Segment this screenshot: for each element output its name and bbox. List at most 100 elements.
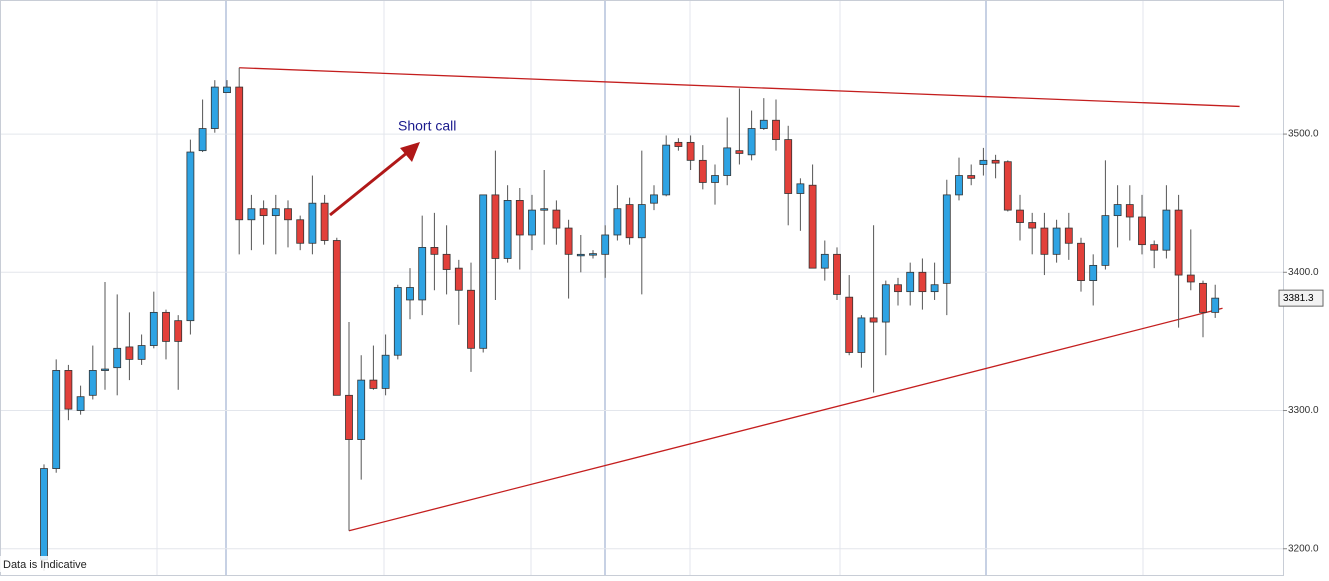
candle-body xyxy=(576,253,585,257)
candle-body xyxy=(369,379,378,389)
candle-body xyxy=(1211,297,1220,313)
candle-body xyxy=(1125,204,1134,218)
y-tick-label: 3500.0 xyxy=(1288,129,1319,140)
candle-body xyxy=(723,147,732,176)
candle-body xyxy=(296,219,305,244)
candle-body xyxy=(284,208,292,221)
candle-body xyxy=(613,208,622,236)
candle-body xyxy=(320,202,329,241)
candle-body xyxy=(759,119,768,129)
candle-body xyxy=(857,317,866,353)
candle-body xyxy=(101,368,109,371)
candle-body xyxy=(674,141,683,147)
candle-body xyxy=(442,253,451,270)
candle-body xyxy=(210,86,219,129)
candle-body xyxy=(491,194,500,259)
candle-body xyxy=(406,287,414,301)
candle-body xyxy=(186,151,195,322)
candle-body xyxy=(113,347,122,369)
y-axis: 3200.0 3300.0 3400.0 3500.0 3381.3 xyxy=(1278,129,1324,554)
candle-body xyxy=(930,284,939,293)
candle-body xyxy=(1150,244,1159,251)
candle-body xyxy=(564,227,573,255)
candle-body xyxy=(955,175,963,196)
candle-body xyxy=(223,86,231,94)
candle-body xyxy=(1040,227,1049,255)
y-tick-label: 3300.0 xyxy=(1288,405,1319,416)
candle-body xyxy=(503,200,512,259)
candle-body xyxy=(1077,242,1085,281)
candle-body xyxy=(515,200,524,236)
candle-body xyxy=(650,194,658,204)
candle-body xyxy=(162,311,170,342)
candle-body xyxy=(1101,215,1110,266)
last-price-label: 3381.3 xyxy=(1283,293,1314,304)
candle-body xyxy=(454,267,463,291)
candle-body xyxy=(711,175,719,183)
trendline xyxy=(348,307,1223,532)
candle-body xyxy=(820,253,829,269)
candle-body xyxy=(76,396,85,411)
trendline xyxy=(239,67,1240,108)
trendlines xyxy=(239,67,1240,532)
candle-body xyxy=(1174,209,1183,276)
candle-body xyxy=(149,311,158,346)
candle-body xyxy=(967,175,976,179)
candle-body xyxy=(125,346,134,360)
candle-body xyxy=(393,287,402,356)
footnote-bg xyxy=(0,556,104,572)
candle-body xyxy=(259,208,268,217)
candle-body xyxy=(1028,222,1037,229)
candle-body xyxy=(1003,161,1012,211)
candle-body xyxy=(808,184,817,269)
candle-body xyxy=(796,183,805,194)
candle-body xyxy=(418,247,427,301)
candle-body xyxy=(906,271,915,293)
annotation: Short call xyxy=(398,118,456,134)
candle-body xyxy=(869,317,878,323)
candle-body xyxy=(479,194,488,349)
candle-body xyxy=(332,240,341,396)
last-price-box xyxy=(1278,289,1324,307)
candle-body xyxy=(137,345,146,360)
candle-body xyxy=(601,234,610,255)
candle-body xyxy=(1016,209,1024,223)
candle-body xyxy=(467,289,475,349)
candle-body xyxy=(381,354,390,389)
candle-body xyxy=(540,208,549,211)
candle-body xyxy=(918,271,927,293)
arrow xyxy=(329,142,420,217)
candle-body xyxy=(357,379,366,440)
candle-body xyxy=(198,128,207,152)
candle-body xyxy=(942,194,951,284)
candle-body xyxy=(528,209,536,236)
candle-body xyxy=(1162,209,1171,251)
candle-body xyxy=(1089,264,1098,281)
candle-body xyxy=(552,209,561,229)
candle-body xyxy=(784,139,793,194)
candle-body xyxy=(625,204,634,239)
candle-body xyxy=(430,247,439,255)
candle-body xyxy=(345,394,353,440)
candle-body xyxy=(247,208,256,221)
candle-body xyxy=(735,150,744,154)
candle-body xyxy=(589,253,597,256)
candle-body xyxy=(698,159,707,183)
candle-body xyxy=(772,119,780,141)
candle-body xyxy=(308,202,317,244)
candle-body xyxy=(1199,282,1207,313)
candle-body xyxy=(64,370,73,410)
y-tick-label: 3400.0 xyxy=(1288,267,1319,278)
candle-body xyxy=(271,208,280,217)
candle-body xyxy=(40,468,48,561)
candle-body xyxy=(833,253,841,295)
candle-body xyxy=(1113,204,1122,217)
candle-body xyxy=(894,284,902,293)
candle-body xyxy=(979,159,988,165)
candle-body xyxy=(52,370,61,469)
candle-body xyxy=(881,284,890,323)
footnote: Data is Indicative xyxy=(3,559,87,571)
y-tick-label: 3200.0 xyxy=(1288,543,1319,554)
candle-body xyxy=(1186,274,1195,283)
